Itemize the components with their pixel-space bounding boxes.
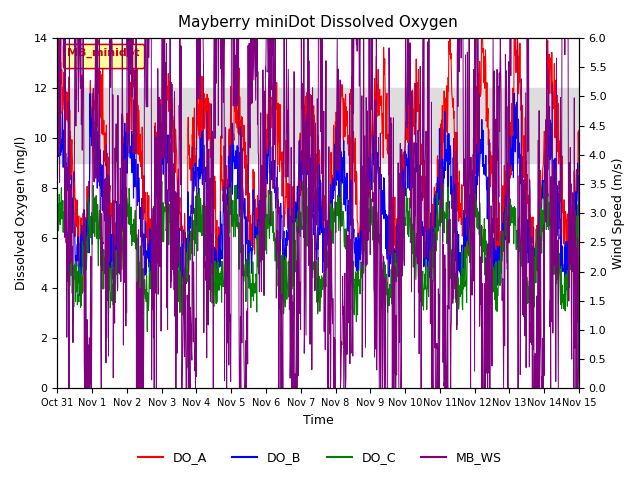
Title: Mayberry miniDot Dissolved Oxygen: Mayberry miniDot Dissolved Oxygen [179,15,458,30]
Legend:  [63,44,145,68]
Y-axis label: Dissolved Oxygen (mg/l): Dissolved Oxygen (mg/l) [15,136,28,290]
Y-axis label: Wind Speed (m/s): Wind Speed (m/s) [612,157,625,269]
Legend: DO_A, DO_B, DO_C, MB_WS: DO_A, DO_B, DO_C, MB_WS [133,446,507,469]
X-axis label: Time: Time [303,414,333,427]
Bar [58,88,579,163]
